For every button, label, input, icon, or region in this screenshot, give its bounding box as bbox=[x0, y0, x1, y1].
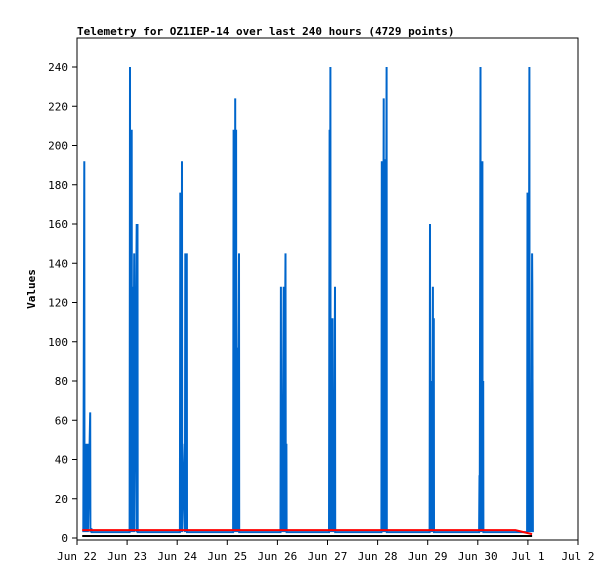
y-tick-label: 80 bbox=[55, 375, 68, 388]
y-tick-label: 0 bbox=[61, 532, 68, 545]
x-tick-label: Jun 30 bbox=[458, 550, 498, 563]
y-tick-label: 240 bbox=[48, 61, 68, 74]
y-tick-label: 100 bbox=[48, 336, 68, 349]
plot-area bbox=[76, 37, 579, 541]
series-line-1 bbox=[82, 529, 533, 536]
y-axis: 0 20 40 60 80 100 120 140 160 180 200 220 240 bbox=[48, 61, 77, 545]
x-tick-label: Jun 28 bbox=[358, 550, 398, 563]
x-tick-label: Jun 22 bbox=[57, 550, 97, 563]
y-tick-label: 60 bbox=[55, 414, 68, 427]
x-axis: Jun 22 Jun 23 Jun 24 Jun 25 Jun 26 Jun 27 Jun … bbox=[57, 540, 595, 563]
y-tick-label: 160 bbox=[48, 218, 68, 231]
series-layer bbox=[82, 66, 534, 537]
y-tick-label: 20 bbox=[55, 493, 68, 506]
y-tick-label: 140 bbox=[48, 257, 68, 270]
x-tick-label: Jul 2 bbox=[561, 550, 594, 563]
y-tick-label: 120 bbox=[48, 297, 68, 310]
chart-title: Telemetry for OZ1IEP-14 over last 240 ho… bbox=[77, 25, 455, 38]
x-tick-label: Jun 25 bbox=[207, 550, 247, 563]
x-tick-label: Jun 27 bbox=[308, 550, 348, 563]
x-tick-label: Jun 24 bbox=[157, 550, 197, 563]
y-tick-label: 180 bbox=[48, 179, 68, 192]
x-tick-label: Jun 26 bbox=[258, 550, 298, 563]
y-tick-label: 200 bbox=[48, 140, 68, 153]
y-tick-label: 220 bbox=[48, 100, 68, 113]
x-tick-label: Jun 23 bbox=[107, 550, 147, 563]
y-axis-label: Values bbox=[25, 269, 38, 309]
x-tick-label: Jun 29 bbox=[408, 550, 448, 563]
x-tick-label: Jul 1 bbox=[511, 550, 544, 563]
y-tick-label: 40 bbox=[55, 454, 68, 467]
series-line-0 bbox=[82, 66, 534, 534]
